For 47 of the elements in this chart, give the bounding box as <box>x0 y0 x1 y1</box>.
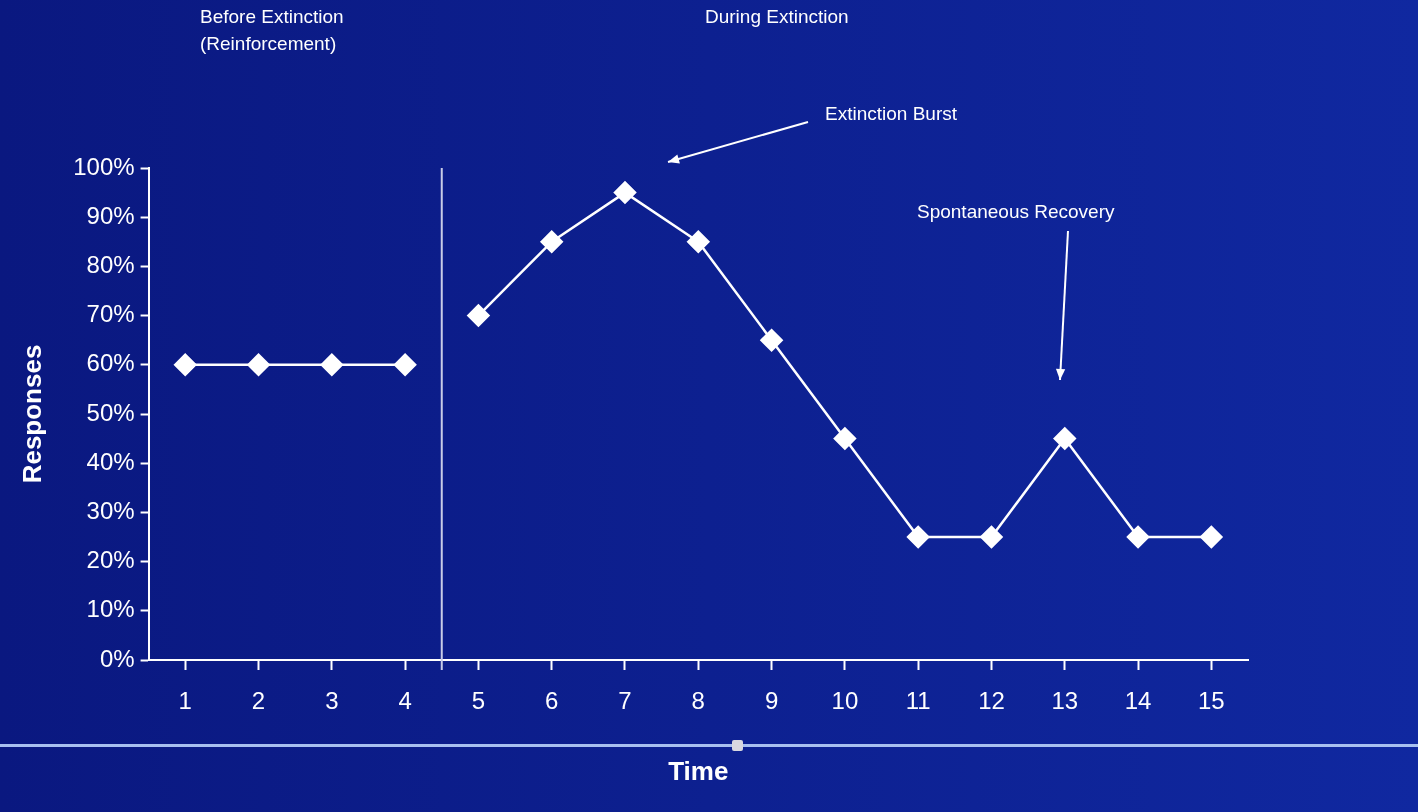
x-tick-label: 6 <box>545 687 559 715</box>
x-tick-label: 2 <box>251 687 266 715</box>
annotation: Spontaneous Recovery <box>917 200 1116 222</box>
point <box>833 427 857 450</box>
point <box>906 525 930 549</box>
text: Before Extinction (Reinforcement) <box>200 5 344 54</box>
x-tick-label: 14 <box>1124 687 1152 715</box>
y-tick-label: 20% <box>86 546 135 574</box>
point <box>1200 525 1223 549</box>
text: Extinction Burst <box>825 102 958 124</box>
point <box>613 181 637 204</box>
y-tick-label: 30% <box>86 497 135 525</box>
text: During Extinction <box>705 5 849 27</box>
point <box>247 353 270 377</box>
y-tick-label: 50% <box>86 398 135 426</box>
point <box>173 353 197 377</box>
point <box>467 304 490 327</box>
x-tick-label: 13 <box>1051 687 1079 715</box>
y-tick-label: 80% <box>86 251 135 279</box>
x-tick-label: 3 <box>325 687 339 715</box>
x-tick-label: 8 <box>691 687 705 715</box>
point <box>687 230 710 254</box>
x-tick-label: 15 <box>1198 687 1225 715</box>
point <box>540 230 563 254</box>
point <box>1126 525 1150 549</box>
point <box>1053 427 1077 450</box>
x-tick-label: 12 <box>978 687 1005 715</box>
y-tick-label: 100% <box>73 152 135 180</box>
y-axis-title: Responses <box>16 344 47 484</box>
point <box>980 525 1003 549</box>
y-tick-label: 60% <box>86 349 135 377</box>
y-tick-label: 40% <box>86 447 135 475</box>
point <box>393 353 417 377</box>
x-tick-label: 1 <box>178 687 192 715</box>
x-tick-label: 10 <box>831 687 859 715</box>
y-tick-label: 70% <box>86 300 135 328</box>
x-tick-label: 4 <box>398 687 412 715</box>
x-axis-title: Time <box>668 755 729 786</box>
y-tick-label: 90% <box>86 201 135 229</box>
x-tick-label: 11 <box>905 687 931 715</box>
y-tick-label: 0% <box>99 644 135 672</box>
x-tick-label: 9 <box>764 687 779 715</box>
point <box>760 328 783 352</box>
y-tick-label: 10% <box>86 595 135 623</box>
point <box>320 353 344 377</box>
x-tick-label: 7 <box>618 687 632 715</box>
x-tick-label: 5 <box>471 687 486 715</box>
